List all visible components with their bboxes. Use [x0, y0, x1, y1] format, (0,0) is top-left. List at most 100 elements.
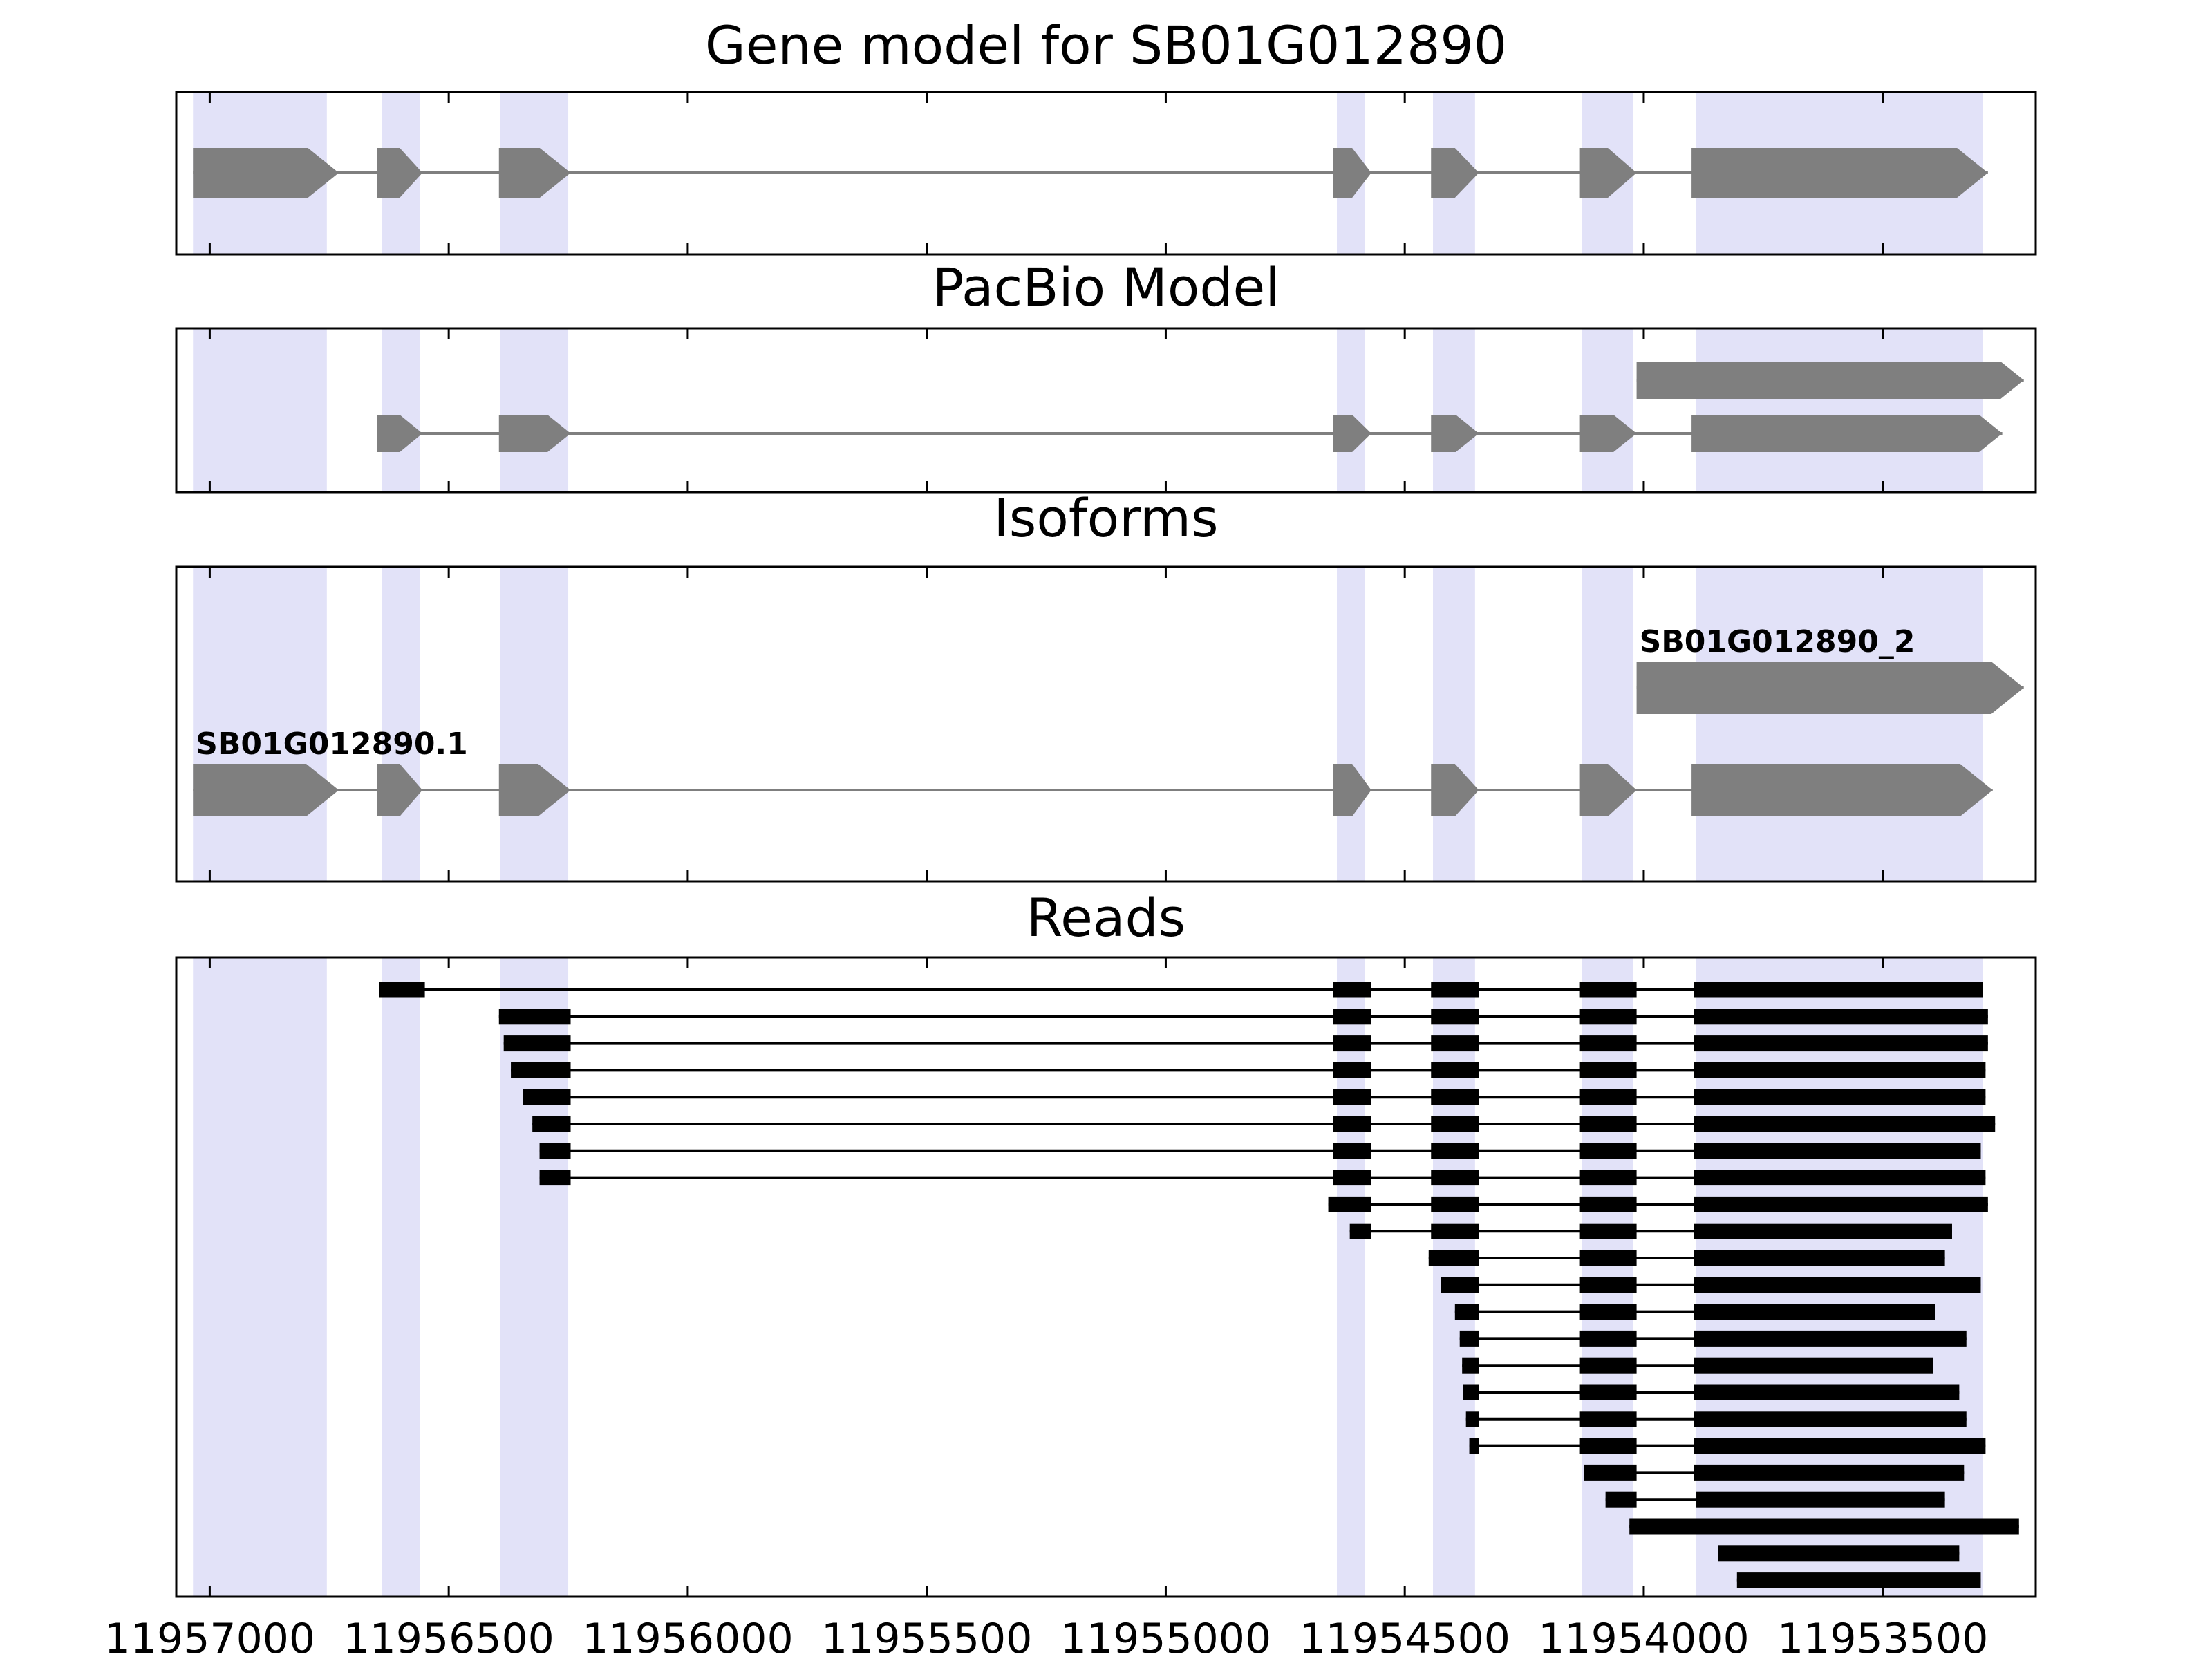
read-block [1428, 1250, 1479, 1266]
exon [1431, 764, 1479, 816]
read-block [1694, 1196, 1988, 1212]
read-block [1696, 1491, 1945, 1508]
highlight-band [1696, 567, 1983, 881]
read-block [539, 1143, 571, 1159]
x-tick-label: 11955000 [1060, 1615, 1272, 1659]
transcript-label: SB01G012890.1 [196, 727, 468, 762]
exon [1691, 148, 1988, 198]
exon [498, 764, 571, 816]
read-block [1584, 1464, 1637, 1481]
read-block [1328, 1196, 1371, 1212]
read-block [1694, 1116, 1996, 1132]
highlight-band [1432, 328, 1475, 492]
read-block [1629, 1518, 2019, 1535]
x-tick-label: 11955500 [821, 1615, 1033, 1659]
read-block [1579, 1223, 1637, 1239]
panel-isoforms: SB01G012890_2 SB01G012890.1 [175, 565, 2037, 883]
read-block [1431, 1116, 1479, 1132]
read-block [1333, 1035, 1371, 1052]
read-block [1579, 1196, 1637, 1212]
exon [498, 148, 571, 198]
read-block [1694, 1009, 1988, 1025]
read-block [1579, 1250, 1637, 1266]
exon [377, 148, 423, 198]
read-block [1431, 982, 1479, 998]
x-tick-label: 11956500 [343, 1615, 554, 1659]
read-block [1605, 1491, 1637, 1508]
exon [1431, 415, 1479, 452]
highlight-band [193, 328, 327, 492]
read-block [1333, 1116, 1371, 1132]
read-block [1694, 1330, 1967, 1347]
highlight-band [382, 957, 420, 1597]
read-block [1694, 982, 1983, 998]
highlight-band [500, 328, 569, 492]
x-tick-label: 11954500 [1299, 1615, 1510, 1659]
panel-pacbio-model [175, 327, 2037, 494]
read-block [1579, 1438, 1637, 1454]
read-block [1694, 1304, 1936, 1320]
exon [1579, 415, 1637, 452]
read-block [1465, 1411, 1479, 1427]
read-block [379, 982, 425, 998]
exon [377, 764, 423, 816]
read-block [1431, 1223, 1479, 1239]
read-block [1469, 1438, 1479, 1454]
exon [1333, 415, 1371, 452]
exon [1333, 148, 1371, 198]
read-block [1459, 1330, 1479, 1347]
read-block [1694, 1384, 1960, 1400]
read-block [1441, 1277, 1479, 1293]
read-block [1579, 1357, 1637, 1374]
exon [498, 415, 571, 452]
read-block [1579, 1170, 1637, 1186]
read-block [532, 1116, 571, 1132]
read-block [1431, 1089, 1479, 1105]
x-tick-label: 11954000 [1538, 1615, 1750, 1659]
read-block [1431, 1009, 1479, 1025]
exon [1691, 415, 2003, 452]
highlight-band [1337, 328, 1365, 492]
panel-reads [175, 956, 2037, 1598]
highlight-band [1432, 567, 1475, 881]
panel-border [175, 91, 2037, 256]
read-block [1333, 982, 1371, 998]
panel-title-reads: Reads [1026, 887, 1186, 948]
read-block [1694, 1035, 1988, 1052]
read-block [1579, 1411, 1637, 1427]
panel-title-isoforms: Isoforms [993, 487, 1219, 549]
exon [1579, 764, 1637, 816]
panel-border [175, 956, 2037, 1598]
read-block [1736, 1572, 1981, 1588]
highlight-band [382, 567, 420, 881]
read-block [1579, 1330, 1637, 1347]
read-block [1431, 1170, 1479, 1186]
read-block [1579, 1116, 1637, 1132]
read-block [1694, 1277, 1981, 1293]
highlight-band [1696, 328, 1983, 492]
read-block [1579, 1277, 1637, 1293]
read-block [1463, 1384, 1479, 1400]
x-tick-label: 11956000 [582, 1615, 794, 1659]
read-block [1694, 1250, 1945, 1266]
x-tick-label: 11957000 [104, 1615, 316, 1659]
highlight-band [500, 957, 569, 1597]
x-tick-label: 11953500 [1777, 1615, 1989, 1659]
read-block [1694, 1089, 1986, 1105]
exon [1636, 662, 2024, 714]
read-block [1579, 1062, 1637, 1078]
read-block [1579, 1035, 1637, 1052]
exon [1333, 764, 1371, 816]
read-block [1694, 1223, 1952, 1239]
exon [1431, 148, 1479, 198]
read-block [1333, 1009, 1371, 1025]
read-block [1454, 1304, 1479, 1320]
highlight-band [1582, 328, 1633, 492]
highlight-band [1582, 567, 1633, 881]
read-block [511, 1062, 571, 1078]
read-block [539, 1170, 571, 1186]
exon [1579, 148, 1637, 198]
highlight-band [193, 567, 327, 881]
read-block [1579, 1089, 1637, 1105]
